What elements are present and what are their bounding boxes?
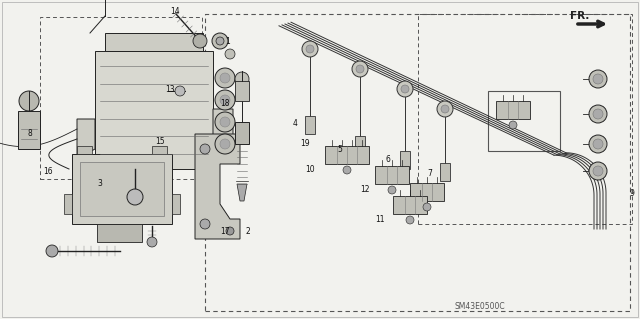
- Bar: [80, 162, 164, 216]
- Text: 14: 14: [170, 6, 180, 16]
- Circle shape: [212, 33, 228, 49]
- Text: 7: 7: [428, 169, 433, 179]
- Circle shape: [200, 144, 210, 154]
- Circle shape: [193, 34, 207, 48]
- Bar: [97, 224, 142, 242]
- Bar: [410, 183, 444, 201]
- Bar: [418, 14, 632, 224]
- Circle shape: [343, 166, 351, 174]
- Bar: [72, 154, 172, 224]
- Bar: [400, 151, 410, 169]
- Circle shape: [437, 101, 453, 117]
- Circle shape: [200, 219, 210, 229]
- Circle shape: [352, 61, 368, 77]
- Bar: [64, 194, 72, 214]
- Circle shape: [220, 73, 230, 83]
- Circle shape: [220, 117, 230, 127]
- Circle shape: [306, 45, 314, 53]
- Bar: [77, 146, 92, 154]
- Polygon shape: [105, 33, 203, 51]
- Circle shape: [589, 70, 607, 88]
- Circle shape: [46, 245, 58, 257]
- Text: 8: 8: [28, 130, 33, 138]
- Circle shape: [589, 135, 607, 153]
- Circle shape: [509, 121, 517, 129]
- Text: 15: 15: [155, 137, 165, 145]
- Polygon shape: [18, 111, 40, 149]
- Circle shape: [441, 105, 449, 113]
- Circle shape: [593, 166, 603, 176]
- Bar: [152, 146, 167, 154]
- Circle shape: [220, 95, 230, 105]
- Text: FR.: FR.: [570, 11, 589, 21]
- Circle shape: [175, 86, 185, 96]
- Circle shape: [593, 74, 603, 84]
- Bar: [235, 122, 249, 144]
- Circle shape: [216, 37, 224, 45]
- Text: 6: 6: [385, 154, 390, 164]
- Text: 3: 3: [97, 180, 102, 189]
- Circle shape: [388, 186, 396, 194]
- Circle shape: [401, 85, 409, 93]
- Polygon shape: [77, 119, 95, 159]
- Circle shape: [589, 105, 607, 123]
- Text: 17: 17: [220, 226, 230, 235]
- Text: 11: 11: [375, 214, 385, 224]
- Circle shape: [226, 227, 234, 235]
- Circle shape: [593, 109, 603, 119]
- Circle shape: [593, 139, 603, 149]
- Bar: [172, 194, 180, 214]
- Bar: [440, 163, 450, 181]
- Polygon shape: [213, 109, 233, 154]
- Text: SM43E0500C: SM43E0500C: [454, 302, 505, 311]
- Text: 5: 5: [337, 145, 342, 153]
- Text: 19: 19: [300, 139, 310, 149]
- Circle shape: [147, 237, 157, 247]
- Bar: [305, 116, 315, 134]
- Text: 4: 4: [292, 120, 298, 129]
- Circle shape: [215, 68, 235, 88]
- Bar: [393, 196, 427, 214]
- Bar: [325, 146, 369, 164]
- Polygon shape: [237, 184, 247, 201]
- Circle shape: [19, 91, 39, 111]
- Text: 2: 2: [246, 226, 250, 235]
- Circle shape: [215, 134, 235, 154]
- Text: 10: 10: [305, 165, 315, 174]
- Bar: [355, 136, 365, 154]
- Circle shape: [225, 49, 235, 59]
- Circle shape: [127, 189, 143, 205]
- Text: 9: 9: [630, 189, 634, 198]
- Circle shape: [215, 112, 235, 132]
- Bar: [95, 51, 213, 169]
- Text: 12: 12: [360, 184, 370, 194]
- Text: 13: 13: [165, 85, 175, 93]
- Circle shape: [235, 72, 249, 86]
- Circle shape: [589, 162, 607, 180]
- Circle shape: [215, 90, 235, 110]
- Text: 16: 16: [43, 167, 53, 175]
- Circle shape: [302, 41, 318, 57]
- Bar: [488, 91, 560, 151]
- Circle shape: [356, 65, 364, 73]
- Bar: [40, 17, 202, 179]
- Bar: [496, 101, 530, 119]
- Bar: [375, 166, 409, 184]
- Circle shape: [406, 216, 414, 224]
- Polygon shape: [195, 134, 240, 239]
- Bar: [235, 81, 249, 101]
- Circle shape: [397, 81, 413, 97]
- Circle shape: [220, 139, 230, 149]
- Circle shape: [423, 203, 431, 211]
- Bar: [205, 14, 630, 311]
- Text: 18: 18: [220, 100, 230, 108]
- Text: 1: 1: [226, 36, 230, 46]
